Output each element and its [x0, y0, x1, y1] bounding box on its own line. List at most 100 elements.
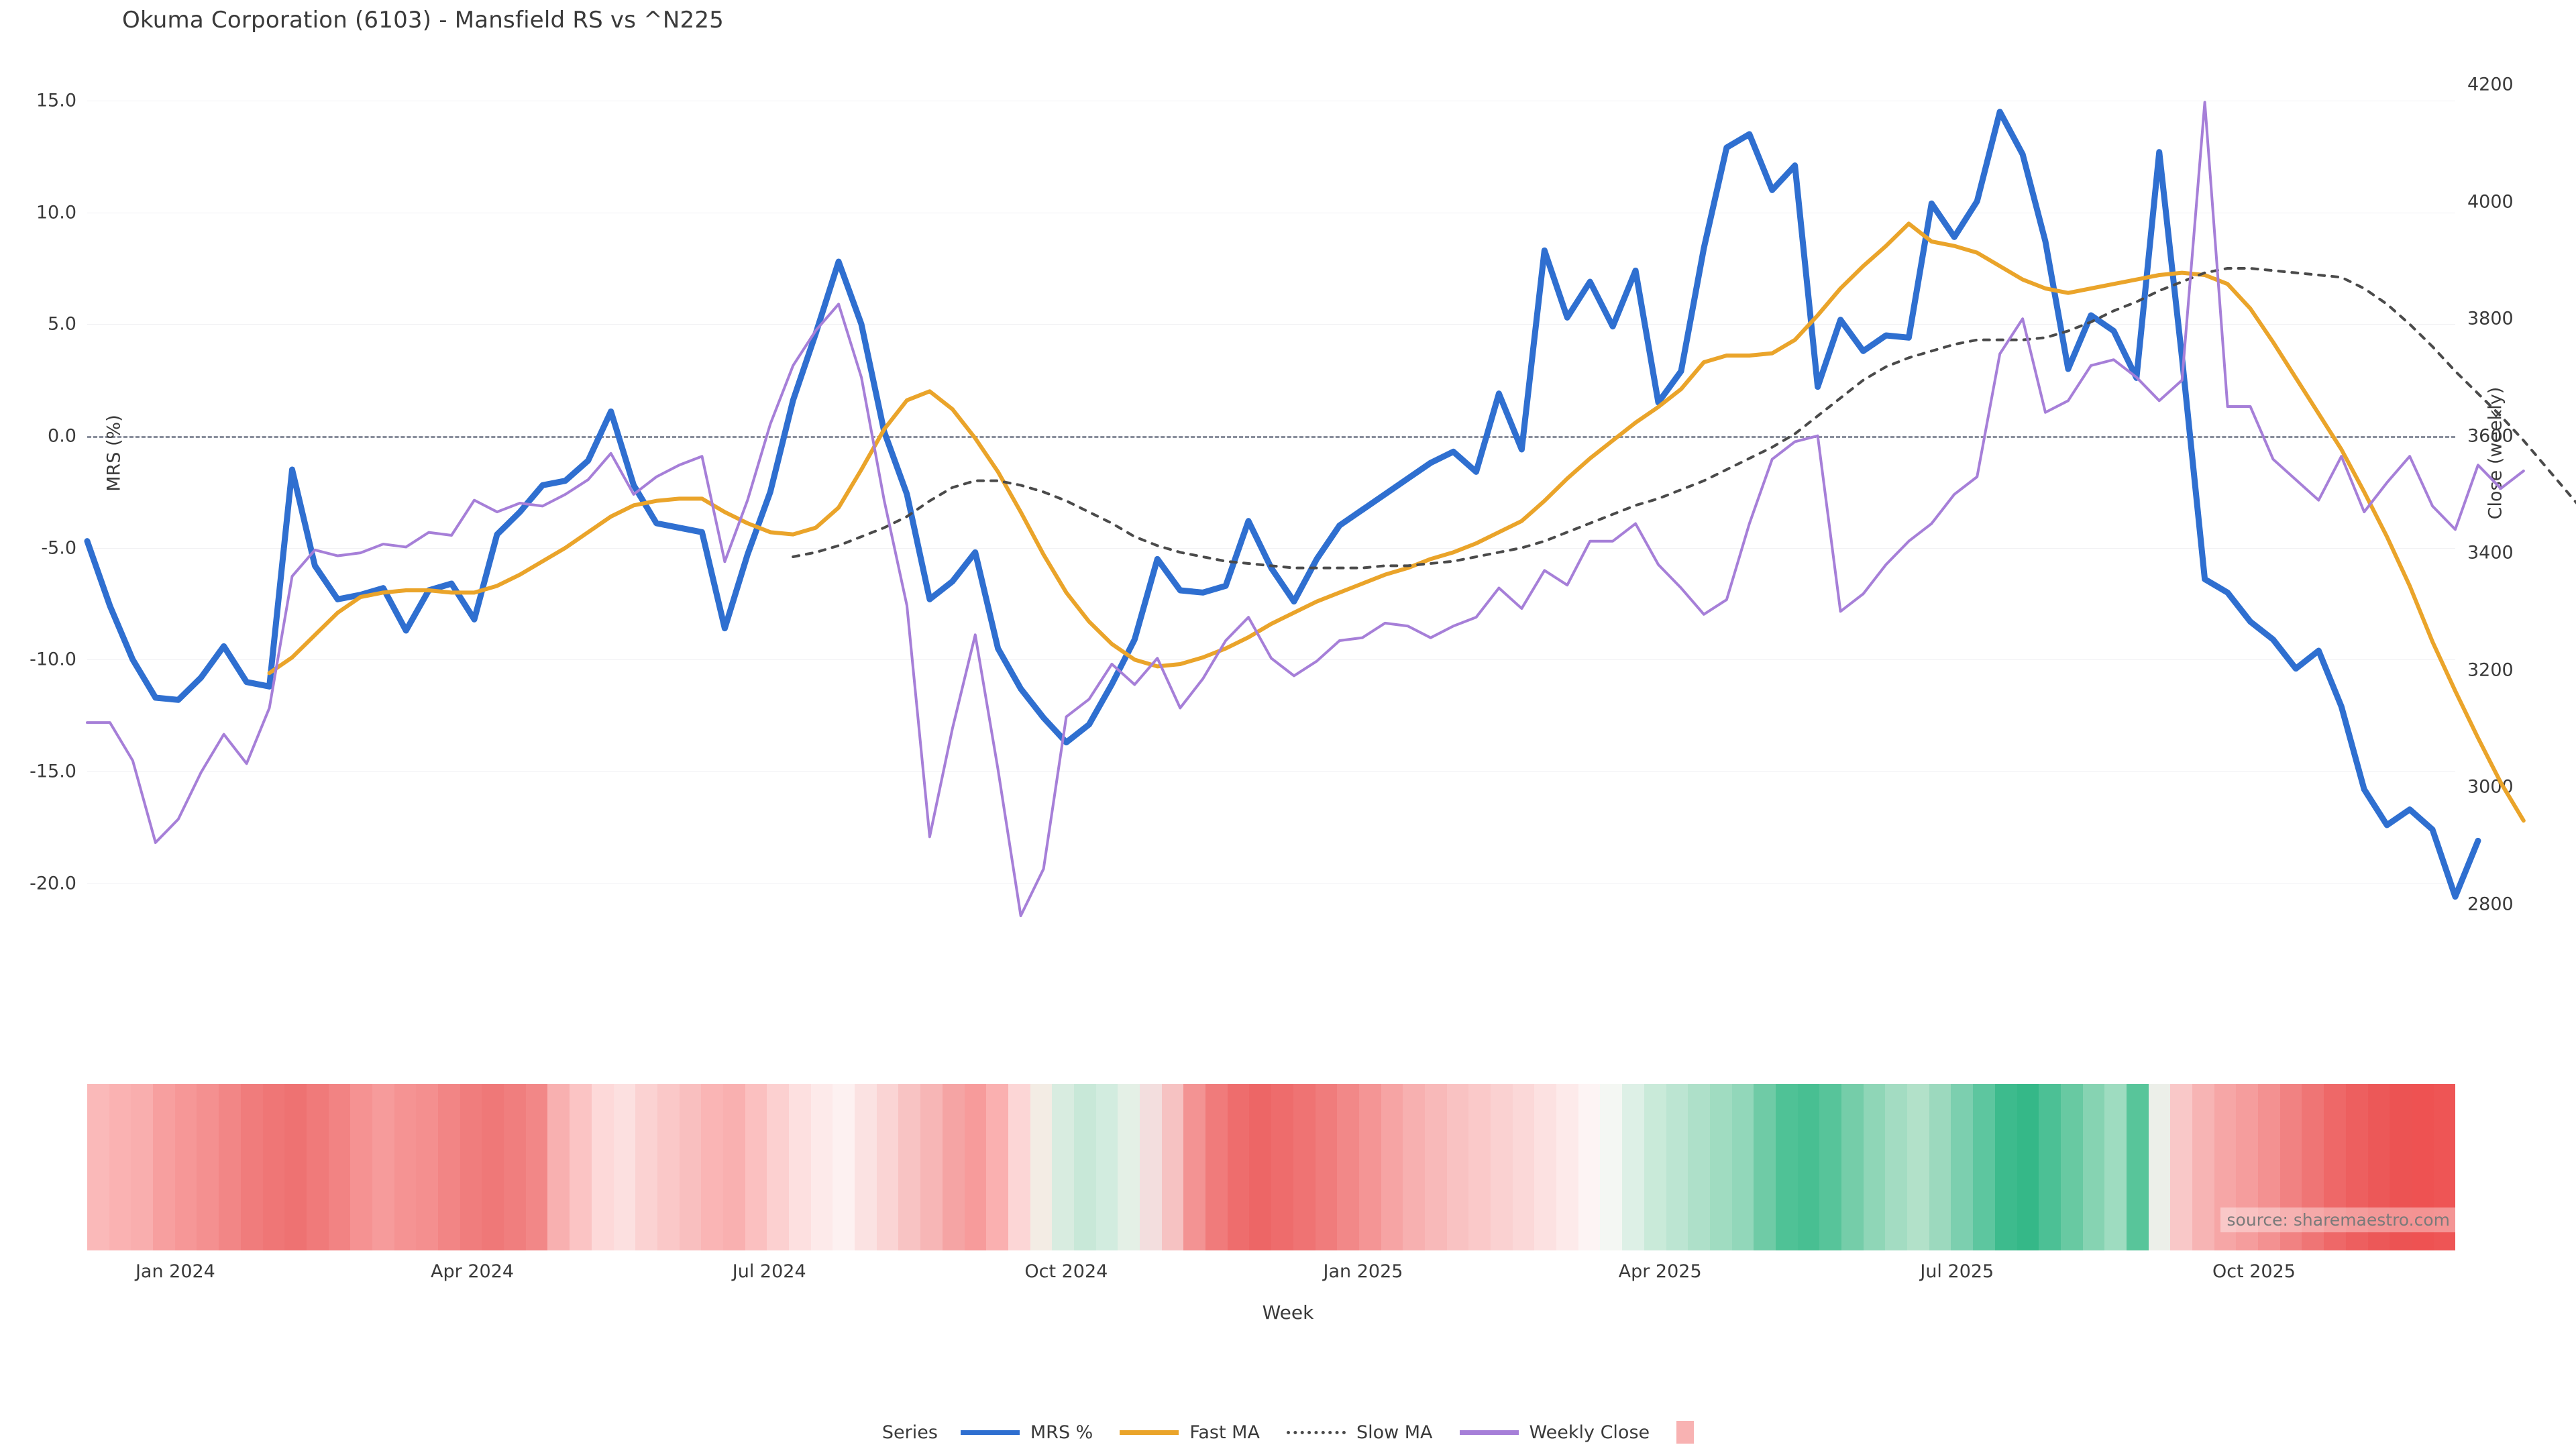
- heatmap-band-cell: [591, 1084, 614, 1250]
- heatmap-band-cell: [1797, 1084, 1820, 1250]
- heatmap-band-cell: [394, 1084, 417, 1250]
- heatmap-band-cell: [1381, 1084, 1403, 1250]
- heatmap-band-cell: [1073, 1084, 1096, 1250]
- heatmap-band-cell: [1556, 1084, 1578, 1250]
- heatmap-band-cell: [1095, 1084, 1118, 1250]
- heatmap-band-cell: [1973, 1084, 1995, 1250]
- heatmap-band-cell: [2433, 1084, 2455, 1250]
- x-tick-label: Jan 2024: [135, 1261, 215, 1282]
- y-tick-left-label: -15.0: [30, 761, 76, 782]
- heatmap-band-cell: [2390, 1084, 2412, 1250]
- legend-item-label: Slow MA: [1356, 1421, 1433, 1443]
- legend-title: Series: [881, 1421, 938, 1443]
- y-tick-right-label: 4200: [2467, 74, 2514, 95]
- heatmap-band-cell: [657, 1084, 680, 1250]
- legend-item[interactable]: Fast MA: [1120, 1422, 1260, 1443]
- heatmap-band-cell: [1008, 1084, 1030, 1250]
- heatmap-band-cell: [1161, 1084, 1184, 1250]
- gridline: [87, 324, 2455, 325]
- heatmap-band-cell: [1688, 1084, 1710, 1250]
- heatmap-band-cell: [722, 1084, 745, 1250]
- x-axis-label: Week: [1262, 1301, 1314, 1324]
- heatmap-band-cell: [2017, 1084, 2039, 1250]
- x-tick-label: Jan 2025: [1323, 1261, 1403, 1282]
- heatmap-band-cell: [1030, 1084, 1053, 1250]
- heatmap-band-cell: [306, 1084, 329, 1250]
- heatmap-band-cell: [1140, 1084, 1162, 1250]
- heatmap-band-cell: [679, 1084, 702, 1250]
- legend-swatch-line: [1459, 1430, 1519, 1435]
- heatmap-band-cell: [2148, 1084, 2171, 1250]
- series-line: [86, 101, 2525, 918]
- heatmap-band-cell: [1731, 1084, 1754, 1250]
- x-tick-label: Apr 2025: [1618, 1261, 1702, 1282]
- legend-item-label: Fast MA: [1189, 1421, 1260, 1443]
- heatmap-band-cell: [1424, 1084, 1447, 1250]
- heatmap-band-cell: [2126, 1084, 2149, 1250]
- heatmap-band-cell: [240, 1084, 263, 1250]
- rs-regime-heatmap-strip: [87, 1084, 2455, 1250]
- y-tick-left-label: -20.0: [30, 873, 76, 894]
- heatmap-band-cell: [1491, 1084, 1513, 1250]
- heatmap-band-cell: [87, 1084, 109, 1250]
- legend-item[interactable]: MRS %: [960, 1421, 1093, 1443]
- heatmap-band-cell: [2367, 1084, 2390, 1250]
- heatmap-band-cell: [438, 1084, 460, 1250]
- heatmap-band-cell: [131, 1084, 154, 1250]
- heatmap-band-cell: [1819, 1084, 1841, 1250]
- heatmap-band-cell: [547, 1084, 570, 1250]
- heatmap-band-cell: [350, 1084, 372, 1250]
- heatmap-band-cell: [1118, 1084, 1140, 1250]
- heatmap-band-cell: [745, 1084, 767, 1250]
- heatmap-band-cell: [1446, 1084, 1469, 1250]
- legend-swatch-line: [1120, 1430, 1179, 1435]
- heatmap-band-cell: [810, 1084, 833, 1250]
- heatmap-band-cell: [1929, 1084, 1951, 1250]
- heatmap-band-cell: [2039, 1084, 2061, 1250]
- heatmap-band-cell: [109, 1084, 131, 1250]
- heatmap-band-cell: [284, 1084, 307, 1250]
- series-lines: [84, 101, 2576, 918]
- legend-item[interactable]: Slow MA: [1286, 1421, 1433, 1443]
- legend-item-label: MRS %: [1030, 1421, 1093, 1443]
- heatmap-band-cell: [1468, 1084, 1491, 1250]
- heatmap-band-cell: [2236, 1084, 2259, 1250]
- heatmap-band-cell: [504, 1084, 526, 1250]
- heatmap-band-cell: [2411, 1084, 2434, 1250]
- x-tick-label: Jul 2024: [732, 1261, 806, 1282]
- series-line: [267, 221, 2526, 823]
- heatmap-band-cell: [1249, 1084, 1272, 1250]
- series-line: [792, 267, 2576, 570]
- heatmap-band-cell: [1600, 1084, 1623, 1250]
- heatmap-band-cell: [701, 1084, 723, 1250]
- heatmap-band-cell: [153, 1084, 175, 1250]
- gridline: [87, 547, 2455, 549]
- series-line: [84, 109, 2481, 900]
- heatmap-band-cell: [767, 1084, 789, 1250]
- legend-swatch-line: [960, 1430, 1020, 1435]
- heatmap-band-cell: [2214, 1084, 2237, 1250]
- zero-reference-line: [87, 436, 2455, 438]
- x-tick-label: Apr 2024: [431, 1261, 515, 1282]
- heatmap-band-cell: [482, 1084, 504, 1250]
- heatmap-band-cell: [2345, 1084, 2368, 1250]
- heatmap-band-cell: [1754, 1084, 1776, 1250]
- y-tick-right-label: 3200: [2467, 659, 2514, 681]
- y-tick-right-label: 2800: [2467, 894, 2514, 915]
- source-watermark: source: sharemaestro.com: [2220, 1208, 2457, 1232]
- heatmap-band-cell: [920, 1084, 943, 1250]
- heatmap-band-cell: [1951, 1084, 1974, 1250]
- legend-item[interactable]: [1676, 1421, 1695, 1444]
- heatmap-band-cell: [964, 1084, 987, 1250]
- heatmap-band-cell: [1293, 1084, 1316, 1250]
- gridline: [87, 883, 2455, 884]
- plot-area: 15.0 10.0 5.0 0.0 -5.0 -10.0 -15.0 -20.0 4200 40…: [30, 67, 2576, 939]
- y-tick-right-label: 3600: [2467, 425, 2514, 447]
- heatmap-band-cell: [1183, 1084, 1206, 1250]
- heatmap-band-cell: [1534, 1084, 1557, 1250]
- legend-item[interactable]: Weekly Close: [1459, 1422, 1650, 1443]
- heatmap-band-cell: [1863, 1084, 1886, 1250]
- heatmap-band-cell: [328, 1084, 351, 1250]
- heatmap-band-cell: [1271, 1084, 1293, 1250]
